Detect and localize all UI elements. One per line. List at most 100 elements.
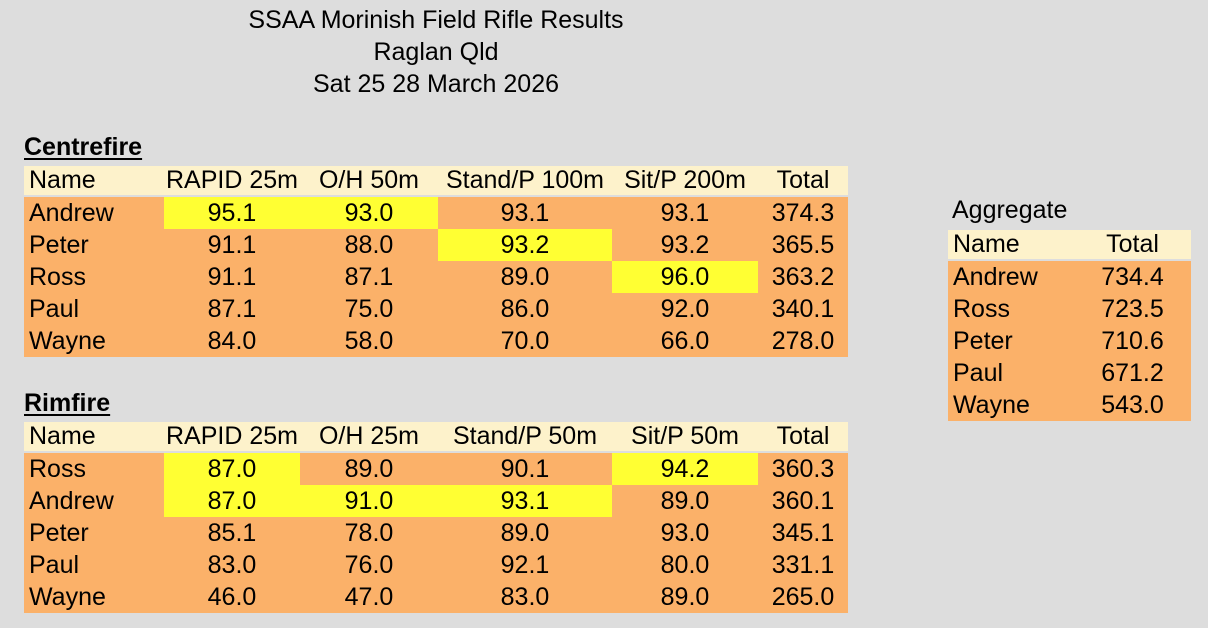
column-header-stand-p-50m: Stand/P 50m <box>438 422 612 453</box>
shooter-name: Wayne <box>948 389 1074 421</box>
result-row-andrew: Andrew 95.1 93.0 93.1 93.1 374.3 <box>24 197 848 229</box>
shooter-name: Ross <box>24 453 164 485</box>
total-cell: 340.1 <box>758 293 848 325</box>
total-cell: 278.0 <box>758 325 848 357</box>
total-cell: 734.4 <box>1074 261 1191 293</box>
column-header-name: Name <box>24 422 164 453</box>
score-cell-best-highlighted: 93.1 <box>438 485 612 517</box>
total-cell: 265.0 <box>758 581 848 613</box>
shooter-name: Wayne <box>24 581 164 613</box>
score-cell: 88.0 <box>300 229 438 261</box>
score-cell: 93.1 <box>612 197 758 229</box>
total-cell: 374.3 <box>758 197 848 229</box>
score-cell: 93.1 <box>438 197 612 229</box>
result-row-peter: Peter 710.6 <box>948 325 1191 357</box>
score-cell: 66.0 <box>612 325 758 357</box>
score-cell: 93.0 <box>612 517 758 549</box>
score-cell: 89.0 <box>612 485 758 517</box>
score-cell: 83.0 <box>164 549 300 581</box>
rimfire-results-table: Name RAPID 25m O/H 25m Stand/P 50m Sit/P 50m… <box>24 422 848 613</box>
score-cell: 89.0 <box>300 453 438 485</box>
score-cell-best-highlighted: 96.0 <box>612 261 758 293</box>
column-header-o-h-25m: O/H 25m <box>300 422 438 453</box>
score-cell: 75.0 <box>300 293 438 325</box>
result-row-ross: Ross 87.0 89.0 90.1 94.2 360.3 <box>24 453 848 485</box>
shooter-name: Peter <box>24 229 164 261</box>
total-cell: 543.0 <box>1074 389 1191 421</box>
result-row-wayne: Wayne 84.0 58.0 70.0 66.0 278.0 <box>24 325 848 357</box>
score-cell-best-highlighted: 87.0 <box>164 453 300 485</box>
shooter-name: Paul <box>948 357 1074 389</box>
total-cell: 331.1 <box>758 549 848 581</box>
score-cell: 89.0 <box>438 261 612 293</box>
shooter-name: Andrew <box>24 197 164 229</box>
column-header-name: Name <box>24 166 164 197</box>
total-cell: 345.1 <box>758 517 848 549</box>
score-cell-best-highlighted: 94.2 <box>612 453 758 485</box>
shooter-name: Peter <box>948 325 1074 357</box>
column-header-stand-p-100m: Stand/P 100m <box>438 166 612 197</box>
result-row-wayne: Wayne 543.0 <box>948 389 1191 421</box>
result-row-peter: Peter 85.1 78.0 89.0 93.0 345.1 <box>24 517 848 549</box>
shooter-name: Andrew <box>24 485 164 517</box>
result-row-wayne: Wayne 46.0 47.0 83.0 89.0 265.0 <box>24 581 848 613</box>
total-cell: 360.1 <box>758 485 848 517</box>
rimfire-header-row: Name RAPID 25m O/H 25m Stand/P 50m Sit/P 50m… <box>24 422 848 453</box>
score-cell: 83.0 <box>438 581 612 613</box>
result-row-ross: Ross 723.5 <box>948 293 1191 325</box>
score-cell: 84.0 <box>164 325 300 357</box>
score-cell: 87.1 <box>300 261 438 293</box>
result-row-ross: Ross 91.1 87.1 89.0 96.0 363.2 <box>24 261 848 293</box>
total-cell: 710.6 <box>1074 325 1191 357</box>
column-header-rapid-25m: RAPID 25m <box>164 422 300 453</box>
column-header-total: Total <box>758 422 848 453</box>
column-header-sit-p-200m: Sit/P 200m <box>612 166 758 197</box>
column-header-rapid-25m: RAPID 25m <box>164 166 300 197</box>
total-cell: 363.2 <box>758 261 848 293</box>
shooter-name: Peter <box>24 517 164 549</box>
score-cell-best-highlighted: 93.0 <box>300 197 438 229</box>
result-row-andrew: Andrew 87.0 91.0 93.1 89.0 360.1 <box>24 485 848 517</box>
result-row-paul: Paul 83.0 76.0 92.1 80.0 331.1 <box>24 549 848 581</box>
column-header-total: Total <box>758 166 848 197</box>
shooter-name: Wayne <box>24 325 164 357</box>
result-row-paul: Paul 671.2 <box>948 357 1191 389</box>
score-cell: 76.0 <box>300 549 438 581</box>
shooter-name: Ross <box>948 293 1074 325</box>
column-header-sit-p-50m: Sit/P 50m <box>612 422 758 453</box>
score-cell: 92.0 <box>612 293 758 325</box>
score-cell: 47.0 <box>300 581 438 613</box>
total-cell: 723.5 <box>1074 293 1191 325</box>
rimfire-heading: Rimfire <box>24 389 111 417</box>
title-line-date: Sat 25 28 March 2026 <box>313 70 559 98</box>
title-line-location: Raglan Qld <box>373 38 499 66</box>
score-cell-best-highlighted: 91.0 <box>300 485 438 517</box>
aggregate-results-table: Name Total Andrew 734.4 Ross 723.5 Peter 710.6… <box>948 230 1191 421</box>
score-cell: 58.0 <box>300 325 438 357</box>
score-cell: 90.1 <box>438 453 612 485</box>
title-line-event: SSAA Morinish Field Rifle Results <box>248 6 624 34</box>
result-row-peter: Peter 91.1 88.0 93.2 93.2 365.5 <box>24 229 848 261</box>
score-cell: 91.1 <box>164 261 300 293</box>
centrefire-header-row: Name RAPID 25m O/H 50m Stand/P 100m Sit/P 20… <box>24 166 848 197</box>
column-header-o-h-50m: O/H 50m <box>300 166 438 197</box>
score-cell: 92.1 <box>438 549 612 581</box>
total-cell: 365.5 <box>758 229 848 261</box>
aggregate-heading: Aggregate <box>952 196 1068 224</box>
shooter-name: Paul <box>24 549 164 581</box>
score-cell: 86.0 <box>438 293 612 325</box>
result-row-paul: Paul 87.1 75.0 86.0 92.0 340.1 <box>24 293 848 325</box>
score-cell-best-highlighted: 95.1 <box>164 197 300 229</box>
aggregate-header-row: Name Total <box>948 230 1191 261</box>
shooter-name: Andrew <box>948 261 1074 293</box>
score-cell: 93.2 <box>612 229 758 261</box>
column-header-name: Name <box>948 230 1074 261</box>
score-cell: 46.0 <box>164 581 300 613</box>
score-cell-best-highlighted: 87.0 <box>164 485 300 517</box>
score-cell: 89.0 <box>438 517 612 549</box>
score-cell: 78.0 <box>300 517 438 549</box>
column-header-total: Total <box>1074 230 1191 261</box>
centrefire-heading: Centrefire <box>24 133 143 161</box>
report-title: SSAA Morinish Field Rifle Results Raglan… <box>24 4 848 100</box>
